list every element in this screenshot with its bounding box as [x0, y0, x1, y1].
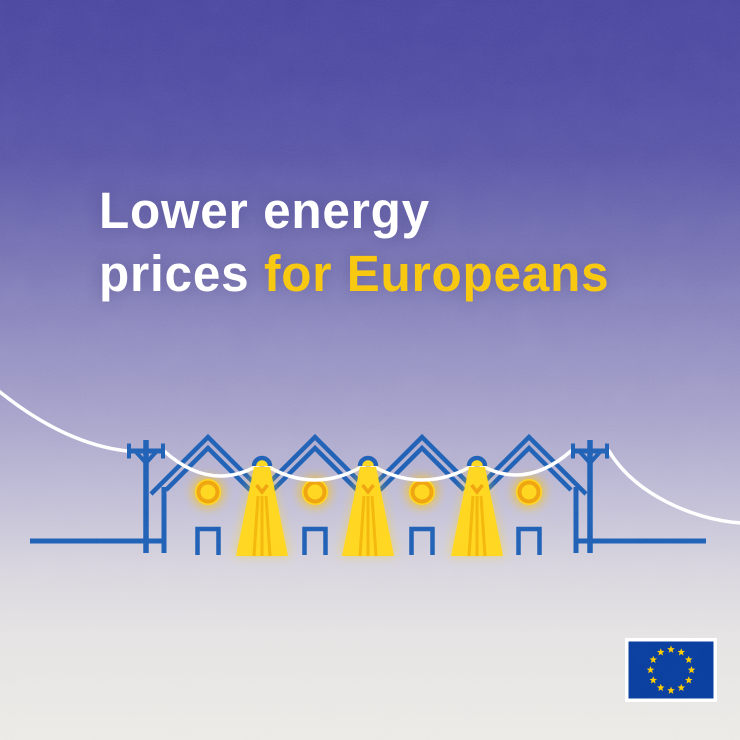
window-glow: [406, 476, 438, 508]
eu-flag-icon: [625, 638, 717, 702]
street-lamp: [449, 455, 505, 557]
headline-line2-yellow-text: for Europeans: [263, 245, 610, 302]
house: [363, 433, 481, 555]
house: [256, 433, 374, 555]
headline-line2-white-text: prices: [99, 245, 250, 302]
headline-line1: Lower energy: [99, 179, 609, 242]
door: [195, 526, 221, 555]
lamp-cap: [466, 455, 488, 467]
eu-flag-stars: [646, 645, 696, 694]
street-lamp: [340, 455, 396, 557]
utility-pole: [571, 440, 609, 553]
headline: Lower energy prices for Europeans: [99, 179, 609, 305]
street-lamp: [234, 455, 290, 557]
window-light: [302, 479, 328, 505]
window-light: [195, 479, 221, 505]
light-beam: [236, 467, 288, 556]
lamp-cap: [357, 455, 379, 467]
headline-line1-text: Lower energy: [99, 182, 430, 239]
lamp-cap: [251, 455, 273, 467]
window-light: [409, 479, 435, 505]
utility-pole: [127, 440, 165, 553]
light-beam: [451, 467, 503, 556]
houses: [149, 433, 588, 555]
door: [409, 526, 435, 555]
house: [149, 433, 267, 555]
window-glow: [299, 476, 331, 508]
door: [516, 526, 542, 555]
power-line: [0, 390, 740, 525]
light-beam: [342, 467, 394, 556]
window-glow: [513, 476, 545, 508]
headline-line2: prices for Europeans: [99, 242, 609, 305]
house: [470, 433, 588, 555]
door: [302, 526, 328, 555]
window-glow: [192, 476, 224, 508]
window-light: [516, 479, 542, 505]
